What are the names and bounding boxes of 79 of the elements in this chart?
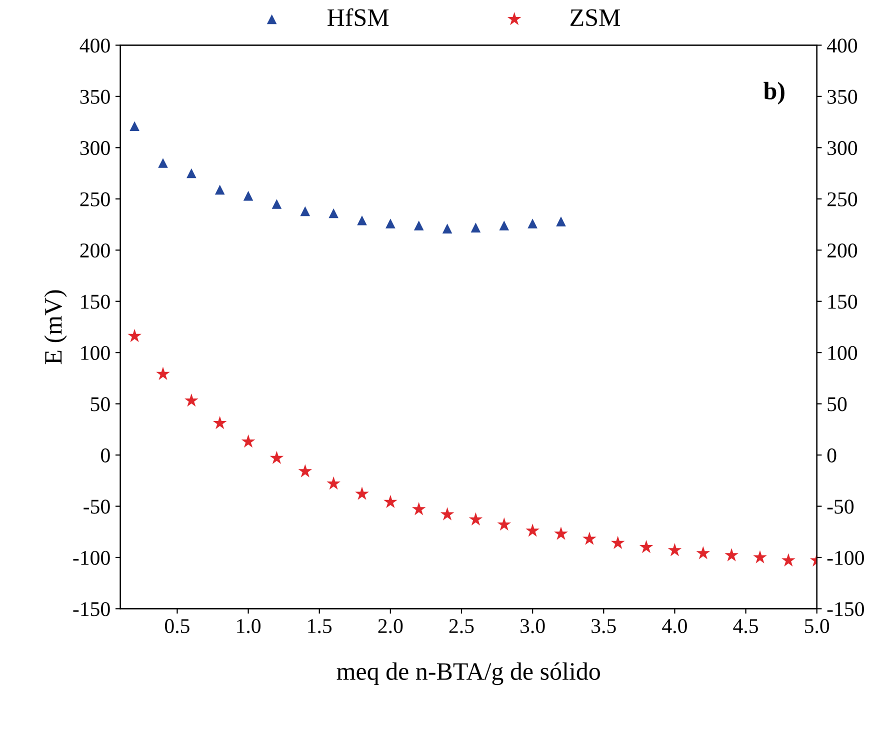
point [526,524,540,537]
x-tick-label: 0.5 [164,619,190,634]
point [610,536,625,550]
point [272,199,282,209]
point [298,464,312,478]
point [270,450,284,464]
point [214,184,225,195]
point [328,208,338,218]
y2-tick-label: 350 [828,90,858,104]
y-tick-label: -50 [84,500,110,514]
point [184,393,198,407]
point [128,328,142,342]
point [696,546,710,560]
point [497,517,512,531]
y-tick-label: 350 [80,90,110,104]
point [212,416,227,430]
point [468,512,483,526]
point [300,206,310,216]
point [186,168,196,178]
point [326,476,340,490]
y-tick-label: 300 [80,141,110,156]
y-tick-label: 100 [81,346,110,360]
point [412,502,426,516]
y-tick-label: 50 [91,397,110,412]
legend-label: HfSM [328,8,389,26]
point [639,540,654,554]
point [470,222,481,232]
y2-tick-label: -50 [827,500,854,514]
point [156,366,170,380]
y-tick-label: 400 [80,38,110,53]
x-tick-label: 2.5 [449,619,474,634]
y-tick-label: 150 [81,294,110,309]
point [357,215,367,226]
y2-tick-label: -150 [827,602,864,616]
y2-tick-label: 200 [827,243,858,258]
point [130,121,140,132]
point [582,532,596,545]
y-tick-label: 200 [80,243,110,258]
y2-tick-label: 400 [826,38,858,53]
point [384,494,398,508]
point [782,553,796,566]
point [440,507,454,520]
point [554,526,568,540]
x-axis-title: meq de n-BTA/g de sólido [336,662,600,686]
legend-label: ZSM [570,9,620,26]
x-tick-label: 5.0 [805,619,830,634]
y2-tick-label: 250 [827,192,858,206]
point [753,550,767,564]
y2-tick-label: 150 [828,294,858,309]
point [243,190,254,201]
y-tick-label: 250 [80,192,110,206]
point [442,224,452,234]
point [528,218,538,228]
point [556,216,566,226]
point [414,220,424,230]
x-tick-label: 2.0 [378,619,403,634]
y2-tick-label: -100 [827,550,864,565]
x-tick-label: 1.0 [237,619,261,634]
y-tick-label: 0 [101,448,110,462]
y-axis-title: E (mV) [44,290,67,364]
point [668,543,682,556]
y2-tick-label: 50 [828,397,847,412]
y2-tick-label: 300 [828,141,858,156]
y2-tick-label: 100 [828,346,858,360]
point [724,548,738,562]
point [499,220,510,230]
x-tick-label: 4.5 [733,619,758,634]
x-tick-label: 3.0 [520,619,545,634]
y-tick-label: -100 [73,550,110,565]
x-tick-label: 1.5 [308,619,332,634]
point [158,158,168,168]
x-tick-label: 3.5 [592,619,616,634]
annotation: b) [764,82,784,104]
x-tick-label: 4.0 [662,619,687,634]
y-tick-label: -150 [73,602,110,616]
point [355,486,369,500]
point [241,434,256,448]
point [386,218,396,228]
y2-tick-label: 0 [827,448,836,462]
